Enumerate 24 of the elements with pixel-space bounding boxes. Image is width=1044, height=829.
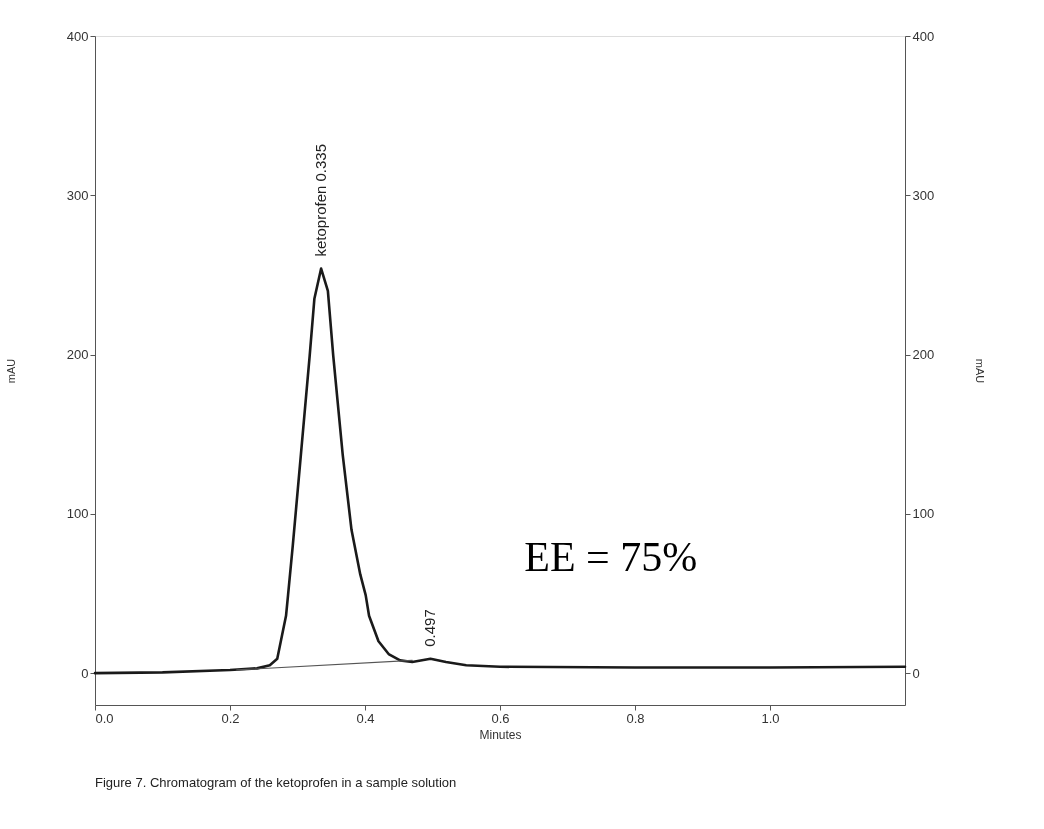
y2-tick-label: 300	[912, 187, 935, 203]
y2-tick-label: 400	[912, 28, 935, 44]
y2-tick-label: 100	[912, 506, 935, 522]
line-series	[93, 267, 907, 675]
x-tick-label: 0.0	[95, 710, 114, 726]
y-tick-label: 100	[66, 506, 89, 522]
x-tick-label: 0.2	[221, 710, 240, 726]
y-axis-title: mAU	[4, 358, 17, 384]
annotation: ketoprofen 0.335	[312, 143, 330, 257]
x-tick-label: 0.8	[626, 710, 645, 726]
y-tick-label: 200	[66, 347, 89, 363]
annotation: 0.497	[421, 609, 439, 647]
y-tick-label: 400	[66, 28, 89, 44]
y-tick-label: 300	[66, 187, 89, 203]
x-axis-title: Minutes	[479, 727, 522, 742]
y2-tick-label: 0	[912, 665, 920, 681]
annotation: EE = 75%	[524, 533, 698, 580]
x-tick-label: 0.4	[356, 710, 375, 726]
x-tick-label: 0.6	[491, 710, 510, 726]
y2-axis-title: mAU	[974, 358, 987, 384]
x-tick-label: 1.0	[761, 710, 780, 726]
y2-tick-label: 200	[912, 347, 935, 363]
caption: Figure 7. Chromatogram of the ketoprofen in a sample solution	[95, 775, 457, 790]
y-tick-label: 0	[81, 665, 89, 681]
